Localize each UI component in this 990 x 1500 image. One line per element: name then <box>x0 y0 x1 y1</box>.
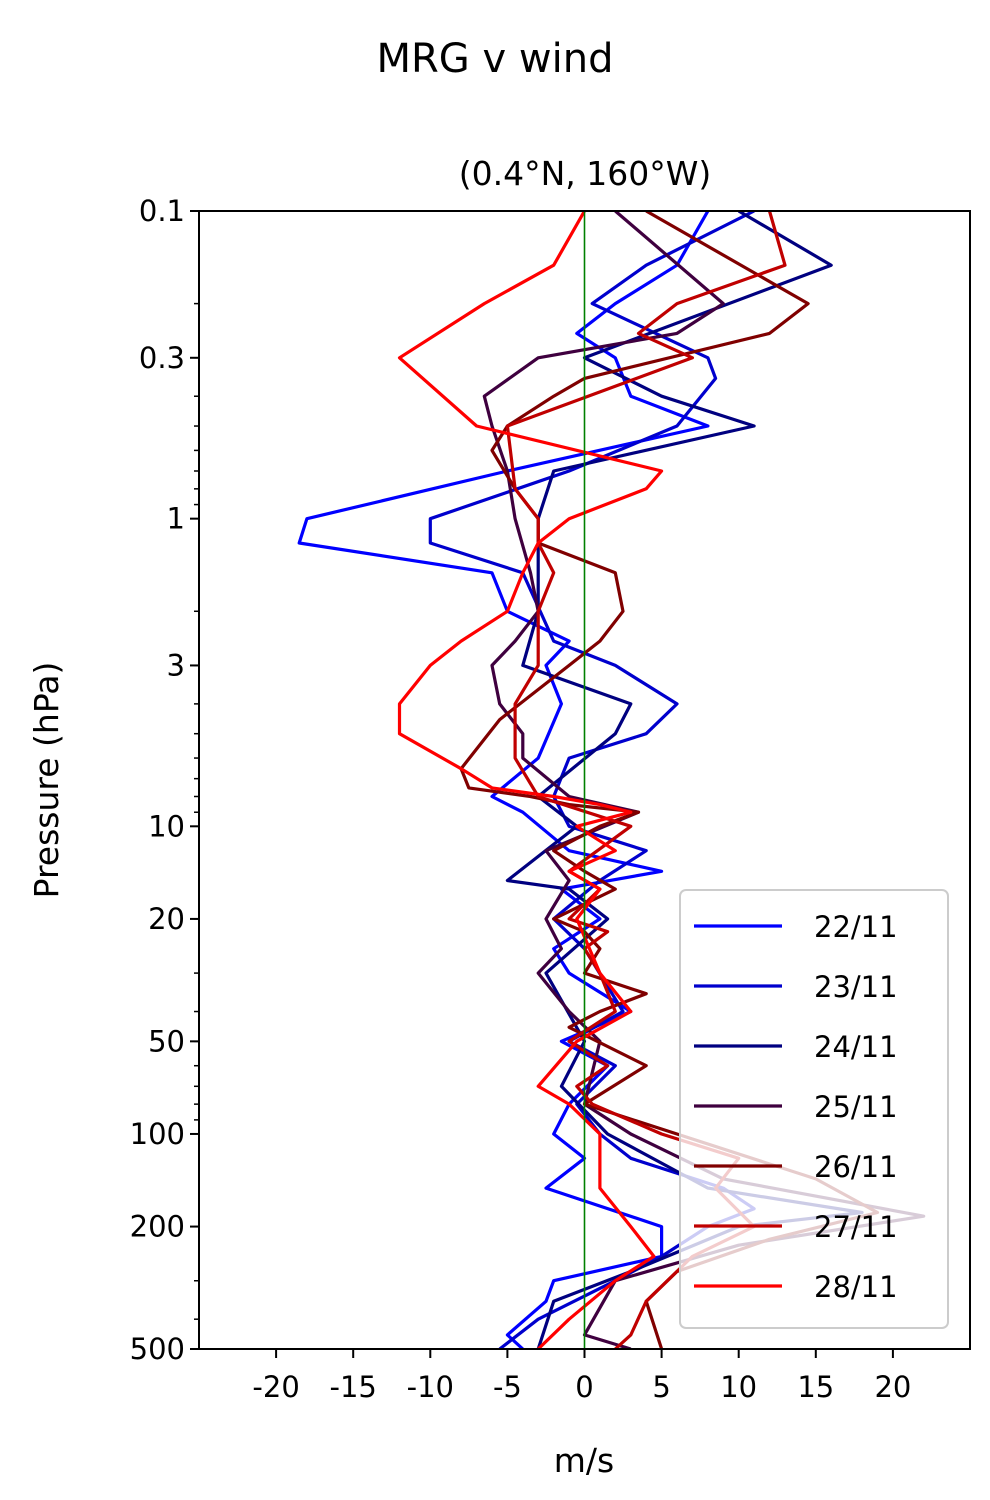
legend-label: 27/11 <box>814 1210 898 1244</box>
x-tick-label: 15 <box>797 1370 834 1404</box>
y-tick-label: 3 <box>167 648 185 682</box>
x-tick-label: -10 <box>407 1370 454 1404</box>
x-tick-label: 20 <box>874 1370 911 1404</box>
legend-entries: 22/11 23/11 24/11 25/11 26/11 27/11 28/11 <box>694 910 898 1304</box>
legend-label: 24/11 <box>814 1030 898 1064</box>
x-tick-label: 10 <box>720 1370 757 1404</box>
y-tick-label: 0.3 <box>139 341 185 375</box>
legend-box <box>679 889 949 1329</box>
y-tick-label: 500 <box>130 1332 185 1366</box>
series-line-28-11 <box>397 211 664 1349</box>
legend: 22/11 23/11 24/11 25/11 26/11 27/11 28/11 <box>679 889 949 1329</box>
y-tick-label: 100 <box>130 1117 185 1151</box>
y-axis: 0.1 0.3 1 3 10 20 50 100 200 500 <box>130 194 199 1366</box>
y-tick-label: 10 <box>148 809 185 843</box>
series-line-22-11 <box>297 211 710 1349</box>
y-tick-label: 0.1 <box>139 194 185 228</box>
x-tick-label: 0 <box>575 1370 593 1404</box>
y-axis-label: Pressure (hPa) <box>27 662 66 899</box>
x-axis-label: m/s <box>554 1441 614 1480</box>
legend-label: 25/11 <box>814 1090 898 1124</box>
x-tick-label: 5 <box>652 1370 670 1404</box>
legend-label: 22/11 <box>814 910 898 944</box>
x-tick-label: -15 <box>330 1370 377 1404</box>
y-tick-label: 200 <box>130 1210 185 1244</box>
chart-subtitle: (0.4°N, 160°W) <box>459 154 712 193</box>
legend-label: 26/11 <box>814 1150 898 1184</box>
legend-label: 23/11 <box>814 970 898 1004</box>
x-axis: -20 -15 -10 -5 0 5 10 15 20 <box>252 1349 911 1404</box>
plot-area <box>198 210 971 1350</box>
x-tick-label: -20 <box>252 1370 299 1404</box>
chart-title: MRG v wind <box>377 36 614 82</box>
y-tick-label: 20 <box>148 902 185 936</box>
y-tick-label: 1 <box>167 502 185 536</box>
legend-label: 28/11 <box>814 1270 898 1304</box>
x-tick-label: -5 <box>493 1370 522 1404</box>
y-tick-label: 50 <box>148 1024 185 1058</box>
